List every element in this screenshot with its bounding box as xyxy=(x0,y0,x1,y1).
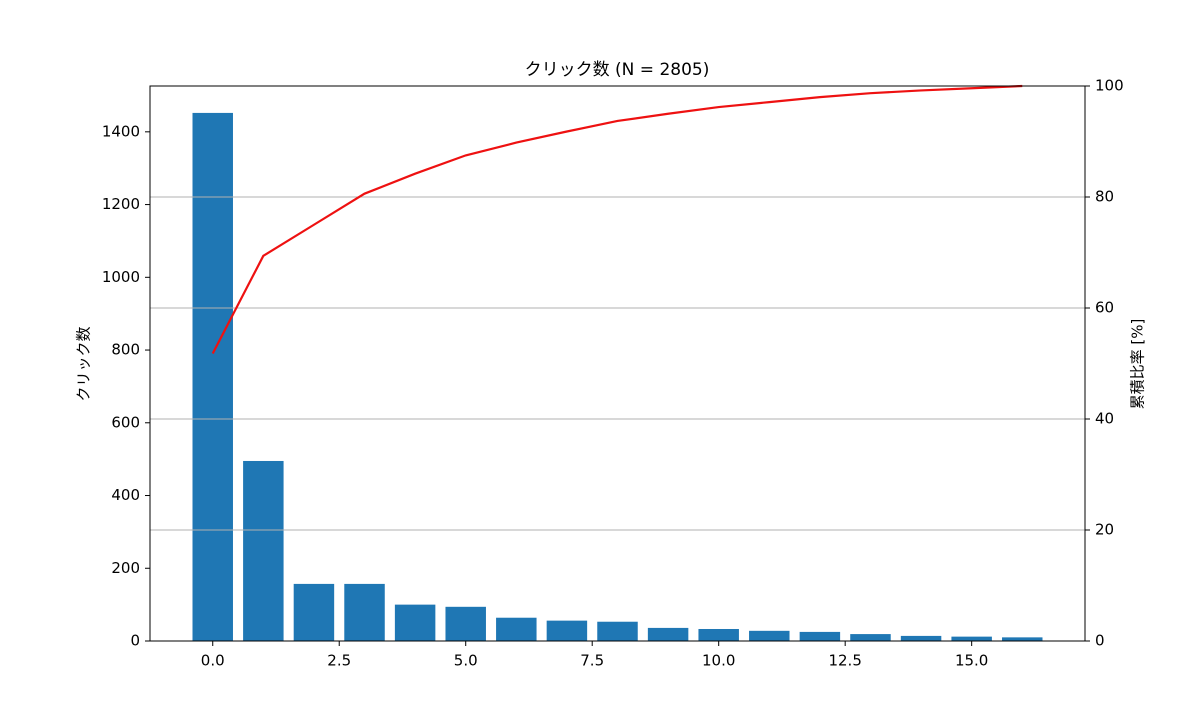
x-tick-label: 15.0 xyxy=(955,652,988,670)
bar xyxy=(900,635,942,641)
bar xyxy=(951,636,992,641)
y-axis-label: クリック数 xyxy=(75,326,93,401)
bar xyxy=(293,583,335,641)
bar xyxy=(394,604,436,641)
bar xyxy=(192,112,233,641)
y-tick-label: 200 xyxy=(111,559,140,577)
y-tick-label: 0 xyxy=(130,632,140,650)
bar xyxy=(799,631,841,641)
x-tick-label: 5.0 xyxy=(454,652,478,670)
x-tick-label: 12.5 xyxy=(828,652,861,670)
y-tick-label: 1000 xyxy=(102,268,140,286)
bar xyxy=(749,630,790,641)
y-tick-label: 1200 xyxy=(102,195,140,213)
bar xyxy=(1002,637,1043,641)
bar xyxy=(445,606,486,641)
y2-tick-label: 40 xyxy=(1095,410,1114,428)
y2-tick-label: 20 xyxy=(1095,521,1114,539)
x-tick-label: 0.0 xyxy=(201,652,225,670)
x-tick-label: 10.0 xyxy=(702,652,735,670)
y-tick-label: 600 xyxy=(111,413,140,431)
y2-tick-label: 80 xyxy=(1095,188,1114,206)
y2-tick-label: 0 xyxy=(1095,632,1105,650)
bar xyxy=(344,583,385,641)
cumulative-line xyxy=(211,84,1023,355)
y2-axis-label: 累積比率 [%] xyxy=(1129,319,1147,410)
bar xyxy=(546,620,588,641)
y2-tick-label: 100 xyxy=(1095,77,1124,95)
bar xyxy=(597,621,638,641)
bar xyxy=(850,634,891,641)
bar xyxy=(698,628,739,641)
chart-title: クリック数 (N = 2805) xyxy=(525,60,710,80)
bar xyxy=(243,460,284,641)
bar xyxy=(496,617,537,641)
y2-tick-label: 60 xyxy=(1095,299,1114,317)
y-tick-label: 1400 xyxy=(102,122,140,140)
y-tick-label: 400 xyxy=(111,486,140,504)
y-tick-label: 800 xyxy=(111,341,140,359)
plot-frame xyxy=(149,85,1086,642)
x-tick-label: 7.5 xyxy=(580,652,604,670)
x-tick-label: 2.5 xyxy=(327,652,351,670)
bar xyxy=(647,627,689,641)
